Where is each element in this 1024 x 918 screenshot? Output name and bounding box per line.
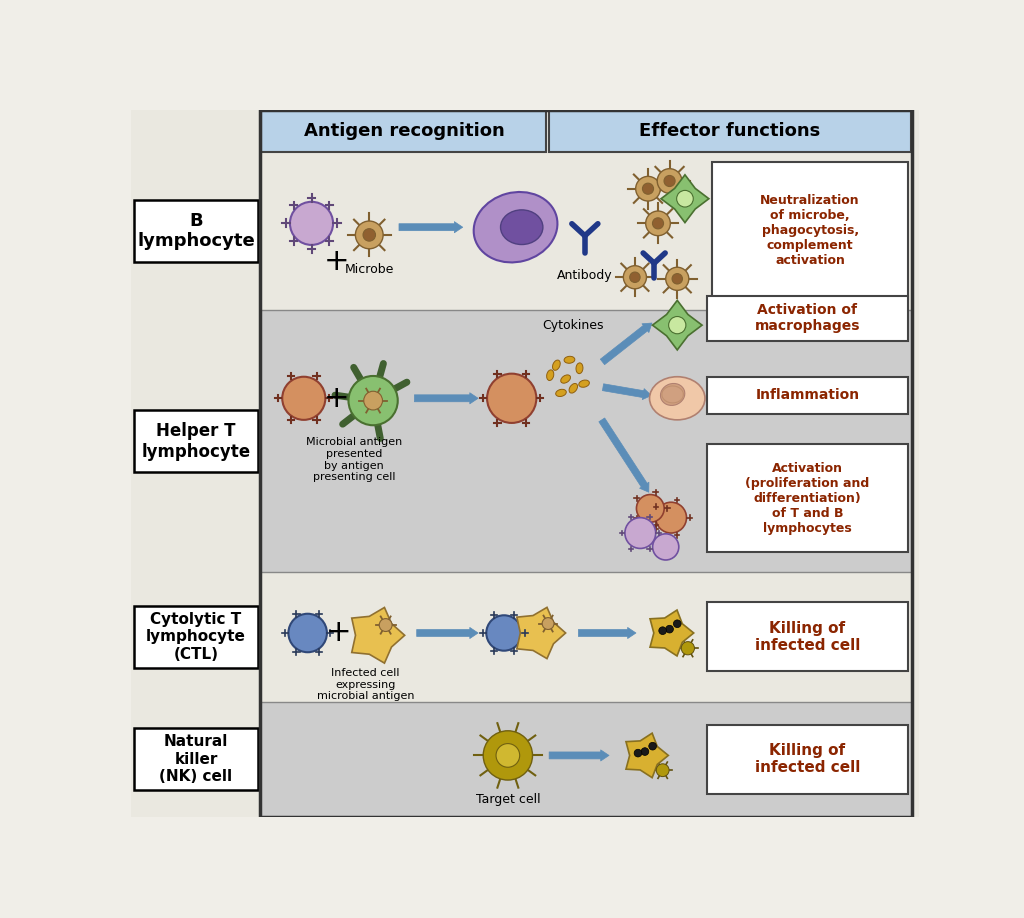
Circle shape: [290, 202, 333, 245]
Bar: [260, 310, 912, 572]
Circle shape: [658, 627, 667, 634]
Text: Effector functions: Effector functions: [639, 122, 820, 140]
Text: Microbe: Microbe: [344, 263, 394, 276]
Ellipse shape: [553, 360, 560, 370]
Text: Killing of
infected cell: Killing of infected cell: [755, 621, 860, 653]
Ellipse shape: [660, 384, 685, 406]
Circle shape: [496, 744, 520, 767]
Circle shape: [542, 618, 554, 630]
Polygon shape: [517, 608, 565, 658]
Circle shape: [657, 169, 682, 194]
Circle shape: [364, 229, 376, 241]
Text: Antibody: Antibody: [557, 269, 612, 282]
Circle shape: [641, 748, 649, 756]
Ellipse shape: [575, 363, 583, 374]
Ellipse shape: [547, 370, 554, 381]
Circle shape: [666, 267, 689, 290]
Circle shape: [664, 175, 675, 186]
Circle shape: [669, 317, 686, 334]
Text: Cytokines: Cytokines: [543, 319, 604, 331]
Text: Neutralization
of microbe,
phagocytosis,
complement
activation: Neutralization of microbe, phagocytosis,…: [760, 194, 860, 267]
Ellipse shape: [556, 389, 566, 397]
Bar: [707, 602, 908, 671]
Circle shape: [379, 619, 392, 632]
Circle shape: [486, 615, 521, 651]
Text: Killing of
infected cell: Killing of infected cell: [755, 743, 860, 776]
Bar: [707, 296, 908, 341]
Circle shape: [364, 391, 383, 410]
Circle shape: [681, 642, 694, 655]
Text: +: +: [325, 247, 350, 276]
Ellipse shape: [561, 375, 570, 383]
Bar: [134, 410, 258, 472]
Ellipse shape: [564, 356, 574, 364]
Circle shape: [355, 221, 383, 249]
Text: Helper T
lymphocyte: Helper T lymphocyte: [141, 422, 251, 461]
Circle shape: [655, 502, 686, 533]
Circle shape: [666, 625, 674, 633]
Circle shape: [677, 190, 693, 207]
Circle shape: [652, 533, 679, 560]
Polygon shape: [662, 174, 709, 223]
Circle shape: [652, 218, 664, 229]
Bar: [707, 724, 908, 794]
Polygon shape: [650, 610, 693, 656]
Circle shape: [636, 176, 660, 201]
Text: Antigen recognition: Antigen recognition: [303, 122, 504, 140]
Bar: [134, 606, 258, 667]
Circle shape: [642, 184, 653, 195]
Bar: [707, 444, 908, 553]
Circle shape: [348, 376, 397, 425]
Circle shape: [637, 495, 665, 522]
Circle shape: [656, 764, 669, 777]
Circle shape: [283, 376, 326, 420]
Text: +: +: [325, 384, 350, 413]
Polygon shape: [652, 300, 702, 350]
Bar: [707, 376, 908, 414]
Ellipse shape: [569, 384, 578, 393]
Text: Inflammation: Inflammation: [756, 388, 859, 402]
Circle shape: [289, 614, 327, 653]
Text: Natural
killer
(NK) cell: Natural killer (NK) cell: [160, 734, 232, 784]
Bar: [712, 162, 908, 299]
Circle shape: [634, 749, 642, 757]
Bar: [261, 110, 547, 151]
Circle shape: [625, 518, 655, 548]
Text: Infected cell
expressing
microbial antigen: Infected cell expressing microbial antig…: [316, 668, 414, 701]
Circle shape: [483, 731, 532, 780]
Bar: [550, 110, 910, 151]
Circle shape: [487, 374, 537, 423]
Ellipse shape: [649, 376, 705, 420]
Text: Microbial antigen
presented
by antigen
presenting cell: Microbial antigen presented by antigen p…: [306, 438, 402, 482]
Circle shape: [624, 265, 646, 289]
Text: +: +: [326, 619, 351, 647]
Text: Activation of
macrophages: Activation of macrophages: [755, 303, 860, 333]
Polygon shape: [626, 733, 669, 778]
Circle shape: [672, 274, 682, 284]
Text: Cytolytic T
lymphocyte
(CTL): Cytolytic T lymphocyte (CTL): [146, 612, 246, 662]
Text: Activation
(proliferation and
differentiation)
of T and B
lymphocytes: Activation (proliferation and differenti…: [745, 462, 869, 535]
Circle shape: [630, 272, 640, 283]
Bar: [134, 200, 258, 262]
Circle shape: [674, 620, 681, 628]
Text: Target cell: Target cell: [475, 793, 541, 806]
Bar: [260, 701, 912, 817]
Bar: [260, 110, 912, 817]
Ellipse shape: [501, 210, 543, 244]
Text: B
lymphocyte: B lymphocyte: [137, 212, 255, 251]
Circle shape: [646, 211, 671, 236]
Bar: [260, 110, 912, 817]
Ellipse shape: [579, 380, 590, 387]
Polygon shape: [352, 608, 404, 663]
Bar: [134, 729, 258, 790]
Circle shape: [649, 743, 656, 750]
Ellipse shape: [474, 192, 557, 263]
